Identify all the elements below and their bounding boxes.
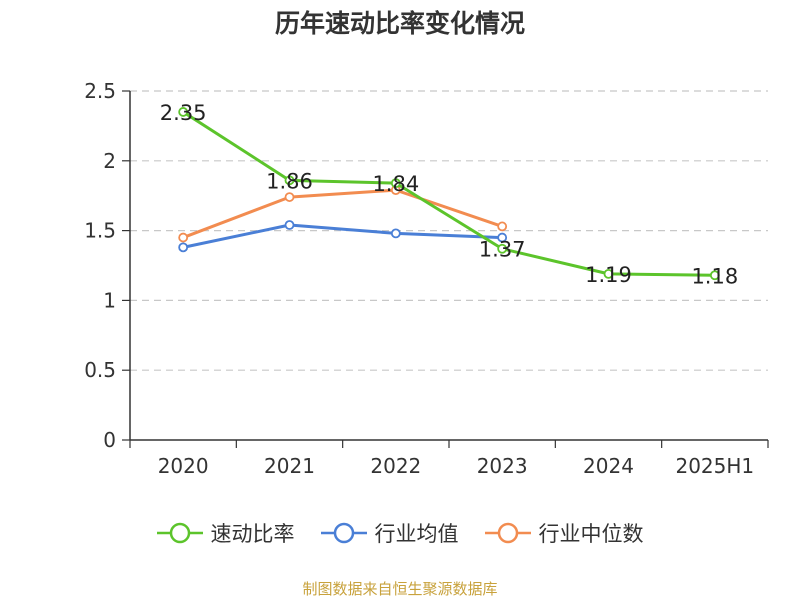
data-point <box>603 268 614 279</box>
series-lines <box>178 107 720 281</box>
data-label: 1.86 <box>266 169 313 193</box>
legend-item-industry-mean[interactable]: 行业均值 <box>320 518 459 548</box>
legend: 速动比率 行业均值 行业中位数 <box>0 518 800 548</box>
data-point <box>178 232 189 243</box>
legend-label: 行业均值 <box>374 522 459 546</box>
data-point <box>390 178 401 189</box>
y-tick-label: 2 <box>103 149 116 173</box>
legend-item-quick-ratio[interactable]: 速动比率 <box>156 518 295 548</box>
source-note: 制图数据来自恒生聚源数据库 <box>302 580 498 598</box>
data-point <box>178 107 189 117</box>
legend-item-industry-median[interactable]: 行业中位数 <box>484 518 644 548</box>
data-point <box>709 270 720 281</box>
x-tick-label: 2020 <box>158 454 209 478</box>
data-label: 1.18 <box>691 264 738 288</box>
series-line <box>182 223 503 249</box>
data-point <box>497 243 508 254</box>
x-tick-label: 2021 <box>264 454 315 478</box>
y-tick-label: 1 <box>103 288 116 312</box>
data-point <box>284 175 295 186</box>
data-point <box>390 228 401 239</box>
data-point <box>284 192 295 202</box>
y-tick-label: 0.5 <box>84 358 116 382</box>
legend-label: 速动比率 <box>210 522 295 546</box>
legend-marker-icon <box>156 522 203 544</box>
gridlines <box>130 90 768 371</box>
legend-marker-icon <box>320 522 367 544</box>
data-label: 1.37 <box>479 238 526 262</box>
data-point <box>178 242 189 253</box>
y-tick-label: 1.5 <box>84 219 116 243</box>
data-point <box>497 232 508 243</box>
series-line <box>182 188 503 239</box>
data-point <box>497 221 508 232</box>
axes: 0 0.5 1 1.5 2 2.5 2020 2021 2022 2023 2024 2025H1 <box>84 79 769 478</box>
data-labels: 2.35 1.86 1.84 1.37 1.19 1.18 <box>160 101 738 288</box>
chart-title: 历年速动比率变化情况 <box>274 9 525 38</box>
legend-label: 行业中位数 <box>538 522 644 546</box>
x-tick-label: 2024 <box>583 454 634 478</box>
data-point <box>284 220 295 230</box>
data-label: 1.84 <box>372 172 419 196</box>
y-tick-label: 0 <box>103 428 116 452</box>
data-label: 2.35 <box>160 101 207 125</box>
x-tick-label: 2023 <box>477 454 528 478</box>
legend-marker-icon <box>484 522 531 544</box>
data-label: 1.19 <box>585 263 632 287</box>
x-tick-label: 2025H1 <box>675 454 754 478</box>
y-tick-label: 2.5 <box>84 79 116 103</box>
x-tick-label: 2022 <box>370 454 421 478</box>
series-line <box>182 110 715 277</box>
